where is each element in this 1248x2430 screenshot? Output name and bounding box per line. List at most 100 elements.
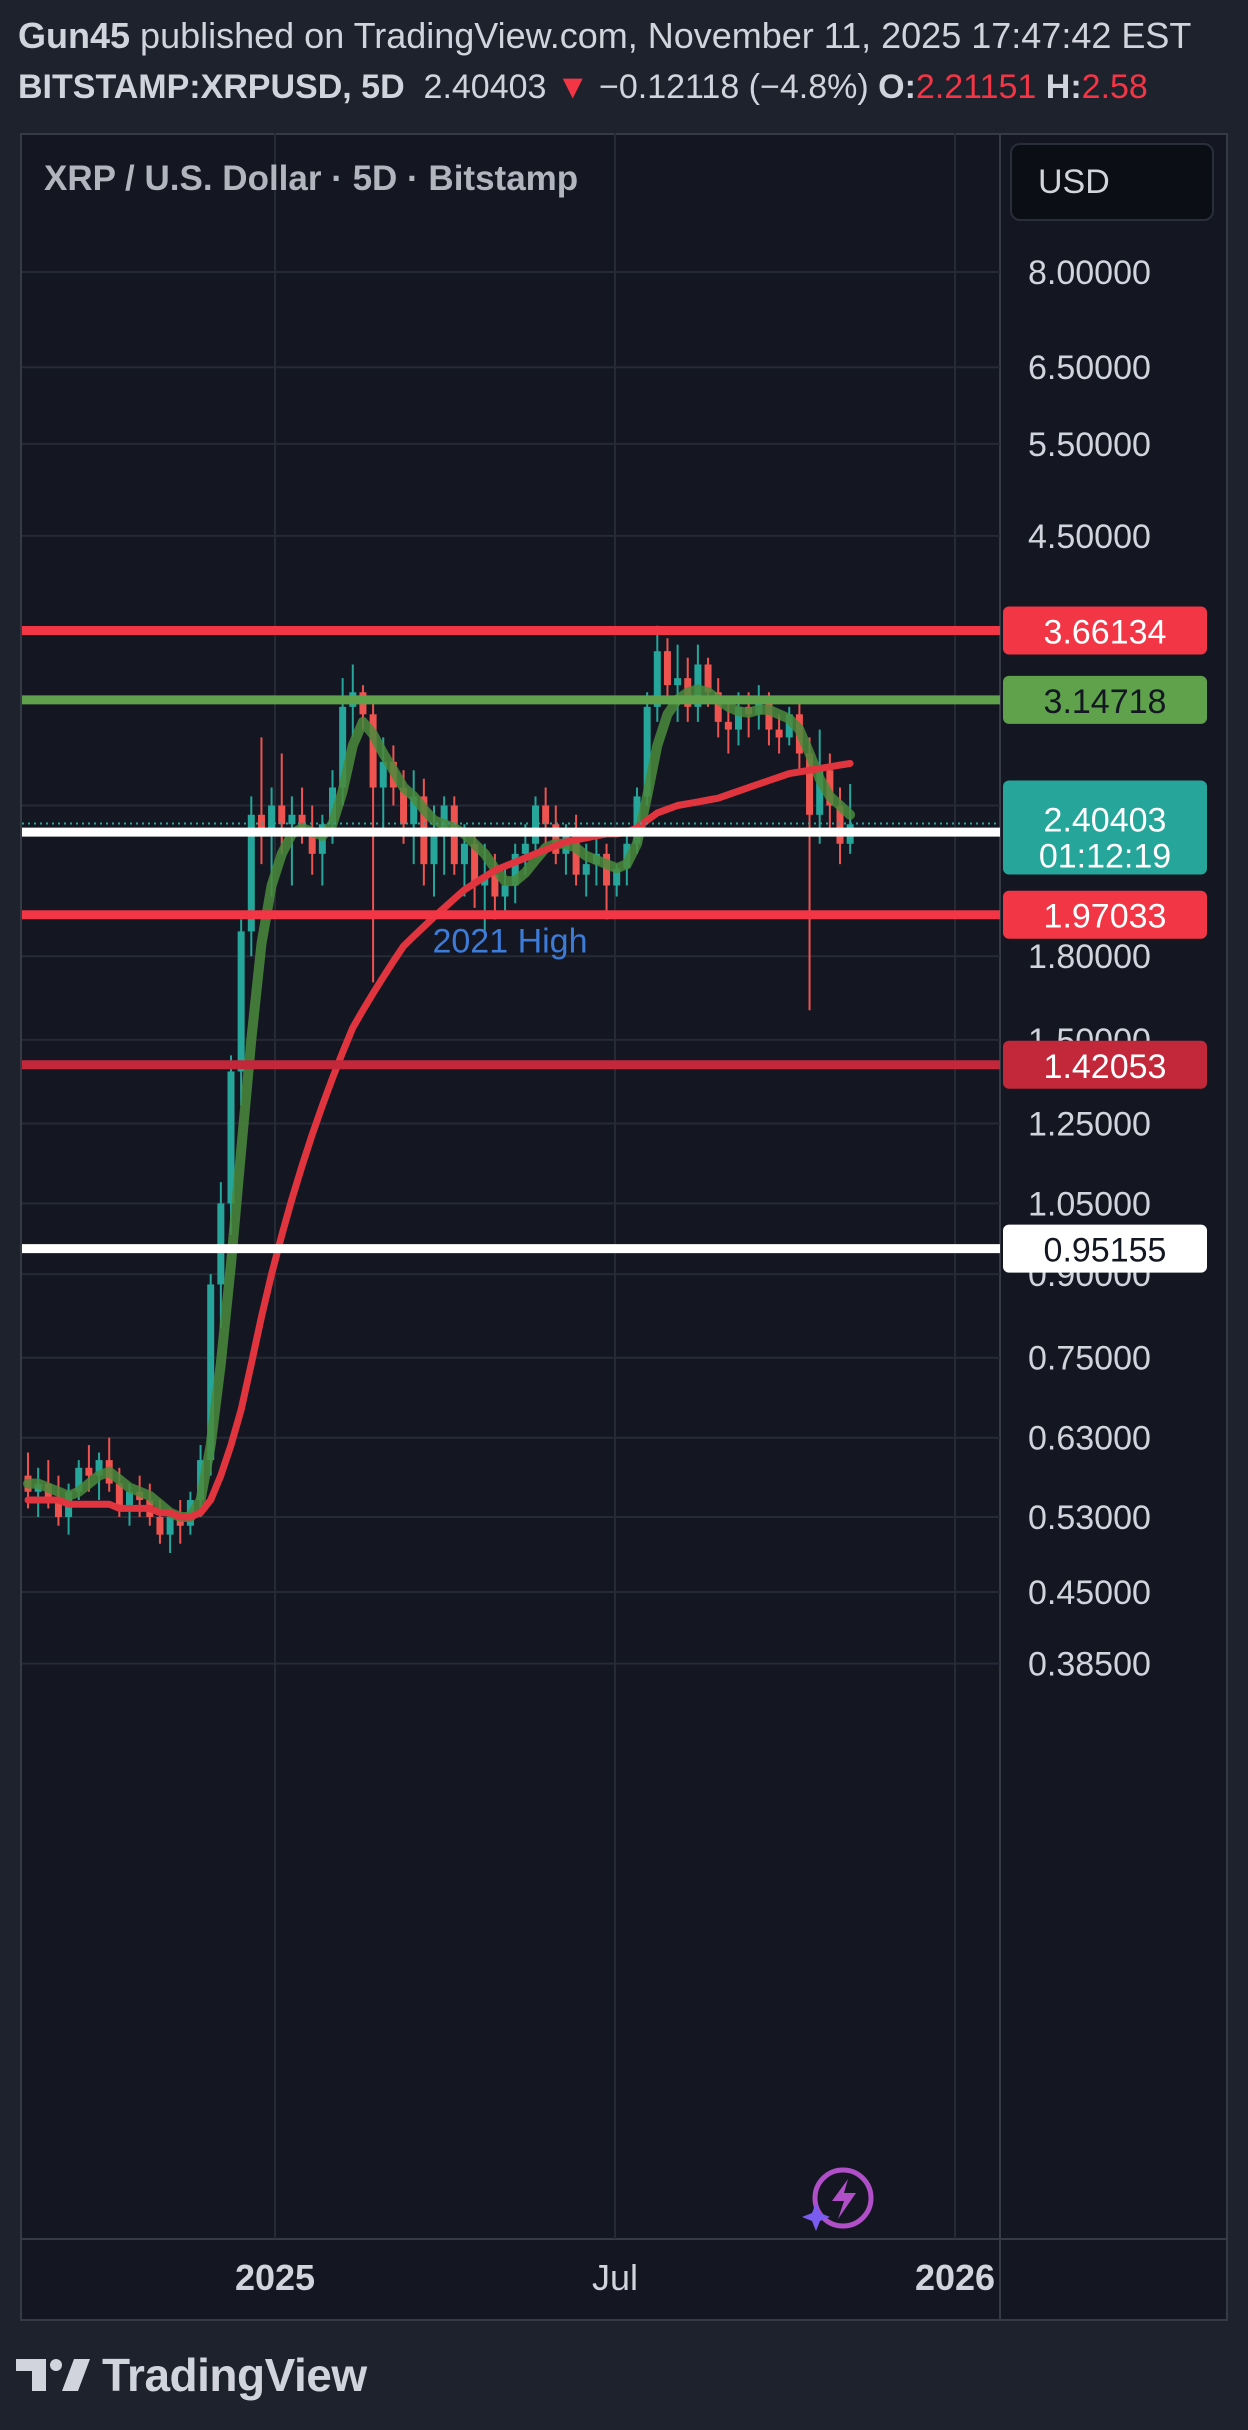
y-tick-label: 0.53000 — [1028, 1499, 1151, 1537]
candle-body — [237, 931, 245, 1072]
candle-body — [714, 692, 722, 722]
candle-body — [288, 814, 296, 825]
candle-body — [572, 833, 580, 875]
candle-body — [521, 843, 529, 854]
down-arrow-icon: ▼ — [555, 68, 590, 106]
last-price-text: 2.40403 — [423, 68, 547, 106]
last-price-label: 2.40403 — [1044, 801, 1167, 839]
lightning-icon-ring — [812, 2167, 874, 2229]
moving-average-fast — [23, 684, 856, 1522]
level-label: 3.14718 — [1044, 683, 1167, 721]
author-name[interactable]: Gun45 — [18, 15, 131, 56]
candle-body — [542, 805, 550, 825]
candle-body — [501, 885, 509, 897]
open-label: O: — [878, 68, 916, 106]
brand-name: TradingView — [102, 2349, 367, 2401]
candle-body — [816, 770, 824, 815]
candle-body — [339, 706, 347, 788]
candle-body — [126, 1491, 133, 1509]
tradingview-logo-icon — [16, 2359, 90, 2391]
candle-body — [115, 1483, 123, 1509]
level-label: 1.97033 — [1044, 898, 1167, 936]
candle-body — [613, 868, 621, 886]
candle-body — [491, 874, 499, 897]
open-value: 2.21151 — [915, 68, 1037, 106]
annotation-2021-high: 2021 High — [432, 923, 587, 961]
high-label: H: — [1045, 68, 1082, 106]
candle-body — [836, 805, 844, 844]
level-label: 0.95155 — [1044, 1232, 1167, 1270]
y-tick-label: 1.05000 — [1028, 1185, 1151, 1223]
candle-body — [268, 805, 276, 834]
candle-body — [329, 787, 336, 825]
candle-body — [247, 814, 255, 932]
published-text: published on TradingView.com, November 1… — [140, 15, 1192, 56]
candle-body — [166, 1517, 174, 1535]
lightning-icon-bolt — [832, 2179, 856, 2219]
candle-body — [54, 1500, 62, 1517]
level-badge — [1003, 675, 1207, 724]
y-tick-label: 0.75000 — [1028, 1340, 1151, 1378]
chart-title: XRP / U.S. Dollar · 5D · Bitstamp — [44, 159, 578, 198]
candle-body — [532, 805, 539, 844]
candle-body — [400, 787, 408, 825]
candle-body — [379, 761, 387, 788]
y-tick-label: 1.80000 — [1028, 938, 1151, 976]
candle-body — [430, 833, 438, 865]
x-tick-label: Jul — [592, 2257, 638, 2298]
candle-body — [85, 1467, 93, 1476]
candle-body — [369, 714, 377, 788]
lightning-icon — [802, 2167, 874, 2231]
tradingview-logo[interactable]: TradingView — [16, 2345, 367, 2405]
candle-body — [806, 753, 814, 815]
candle-body — [704, 664, 712, 693]
candle-body — [156, 1517, 164, 1535]
candle-body — [460, 843, 468, 865]
level-label: 3.66134 — [1044, 614, 1167, 652]
y-tick-label: 0.63000 — [1028, 1420, 1151, 1458]
y-tick-label: 1.25000 — [1028, 1105, 1151, 1143]
level-label: 1.42053 — [1044, 1048, 1167, 1086]
level-badge — [1003, 890, 1207, 939]
currency-button[interactable]: USD — [1010, 143, 1214, 221]
y-tick-label: 5.50000 — [1028, 426, 1151, 464]
candle-body — [735, 706, 742, 730]
chart-header: Gun45 published on TradingView.com, Nove… — [18, 10, 1248, 120]
candle-body — [217, 1203, 225, 1285]
y-tick-label: 6.50000 — [1028, 349, 1151, 387]
level-badge — [1003, 606, 1207, 655]
x-tick-label: 2025 — [235, 2257, 315, 2298]
candle-body — [724, 721, 732, 730]
candle-body — [775, 729, 783, 738]
last-price-badge — [1003, 780, 1207, 875]
candle-body — [278, 805, 286, 825]
candle-body — [471, 843, 479, 886]
candle-body — [643, 706, 651, 797]
level-badge — [1003, 1040, 1207, 1089]
symbol-quote: BITSTAMP:XRPUSD, 5D 2.40403 ▼ −0.12118 (… — [18, 62, 1248, 112]
y-tick-label: 0.38500 — [1028, 1646, 1151, 1684]
candle-body — [582, 864, 590, 875]
price-change: −0.12118 (−4.8%) — [599, 68, 869, 106]
candle-body — [511, 853, 519, 886]
candle-body — [663, 651, 671, 686]
candle-body — [410, 796, 418, 825]
candle-body — [308, 833, 316, 854]
moving-average-slow — [24, 760, 854, 1521]
sparkle-icon — [802, 2203, 830, 2231]
countdown-label: 01:12:19 — [1039, 837, 1171, 875]
price-chart[interactable]: 8.000006.500005.500004.500002.500001.800… — [20, 133, 1228, 2321]
publish-info: Gun45 published on TradingView.com, Nove… — [18, 10, 1248, 62]
candle-body — [75, 1467, 83, 1492]
candle-body — [257, 814, 265, 834]
y-tick-label: 8.00000 — [1028, 254, 1151, 292]
symbol-name[interactable]: BITSTAMP:XRPUSD, 5D — [18, 68, 405, 106]
candle-body — [603, 853, 611, 886]
y-tick-label: 0.45000 — [1028, 1574, 1151, 1612]
high-value: 2.58 — [1081, 68, 1148, 106]
candle-body — [227, 1071, 235, 1204]
candle-body — [95, 1460, 103, 1476]
candle-body — [674, 678, 682, 686]
candle-body — [653, 651, 661, 707]
x-tick-label: 2026 — [915, 2257, 995, 2298]
